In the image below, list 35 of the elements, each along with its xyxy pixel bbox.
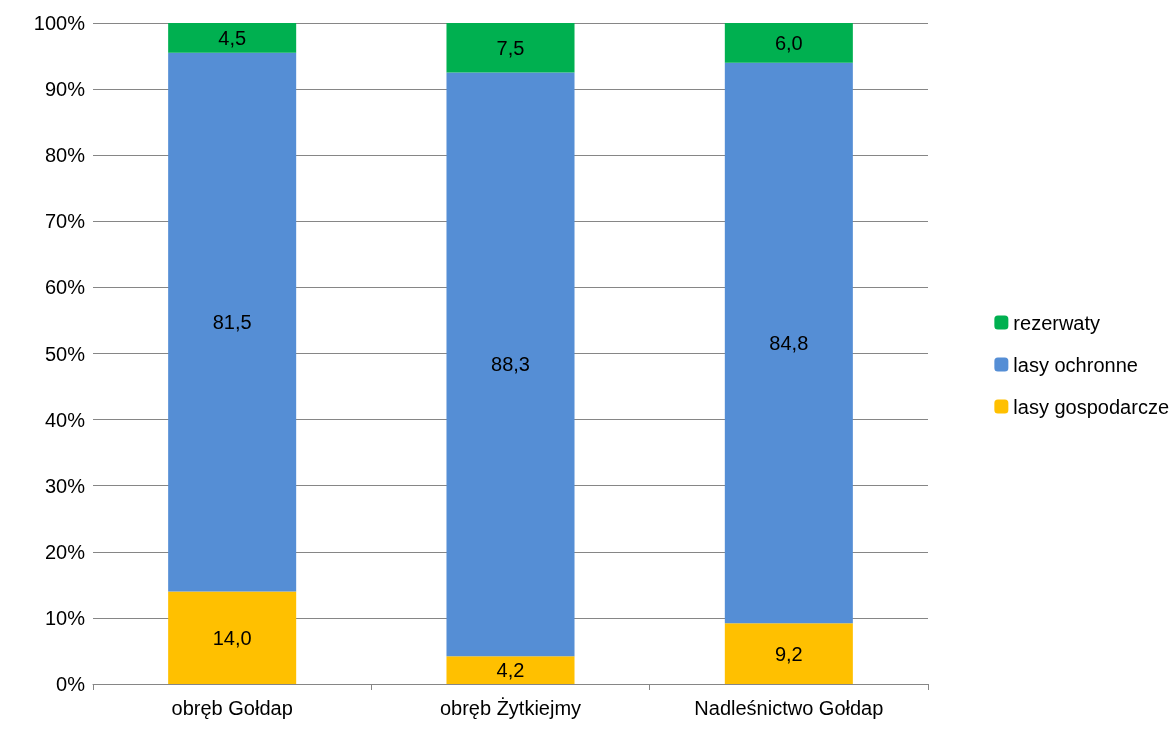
bar [446, 72, 575, 657]
data-label: 4,2 [496, 659, 525, 682]
data-label: 7,5 [496, 36, 525, 59]
legend-label: rezerwaty [1013, 311, 1101, 334]
y-tick-label: 100% [33, 12, 86, 34]
bar [168, 52, 297, 592]
y-tick-label: 50% [44, 342, 86, 365]
bar [446, 23, 575, 73]
bar [724, 62, 853, 624]
y-tick-label: 20% [44, 540, 86, 563]
y-tick-label: 10% [44, 606, 86, 629]
data-label: 84,8 [769, 331, 809, 354]
y-tick-label: 80% [44, 144, 86, 167]
data-label: 81,5 [212, 311, 252, 334]
bar [724, 623, 853, 684]
y-tick-label: 70% [44, 210, 86, 233]
y-tick-label: 0% [56, 673, 86, 695]
y-tick-label: 30% [44, 474, 86, 497]
data-label: 88,3 [491, 353, 530, 376]
y-tick-label: 90% [44, 78, 86, 101]
legend-label: lasy gospodarcze [1013, 395, 1170, 418]
y-tick-label: 60% [44, 276, 86, 299]
bar [168, 591, 297, 684]
bar [446, 656, 575, 684]
x-tick-label: obręb Gołdap [171, 697, 293, 719]
data-label: 6,0 [774, 31, 803, 54]
bar [168, 23, 297, 53]
bar [724, 23, 853, 63]
x-tick-label: obręb Żytkiejmy [439, 697, 582, 719]
data-label: 14,0 [212, 626, 252, 649]
x-tick-label: Nadleśnictwo Gołdap [694, 697, 884, 719]
data-label: 4,5 [218, 26, 247, 49]
y-tick-label: 40% [44, 408, 86, 431]
data-label: 9,2 [774, 642, 803, 665]
legend-label: lasy ochronne [1013, 353, 1138, 376]
